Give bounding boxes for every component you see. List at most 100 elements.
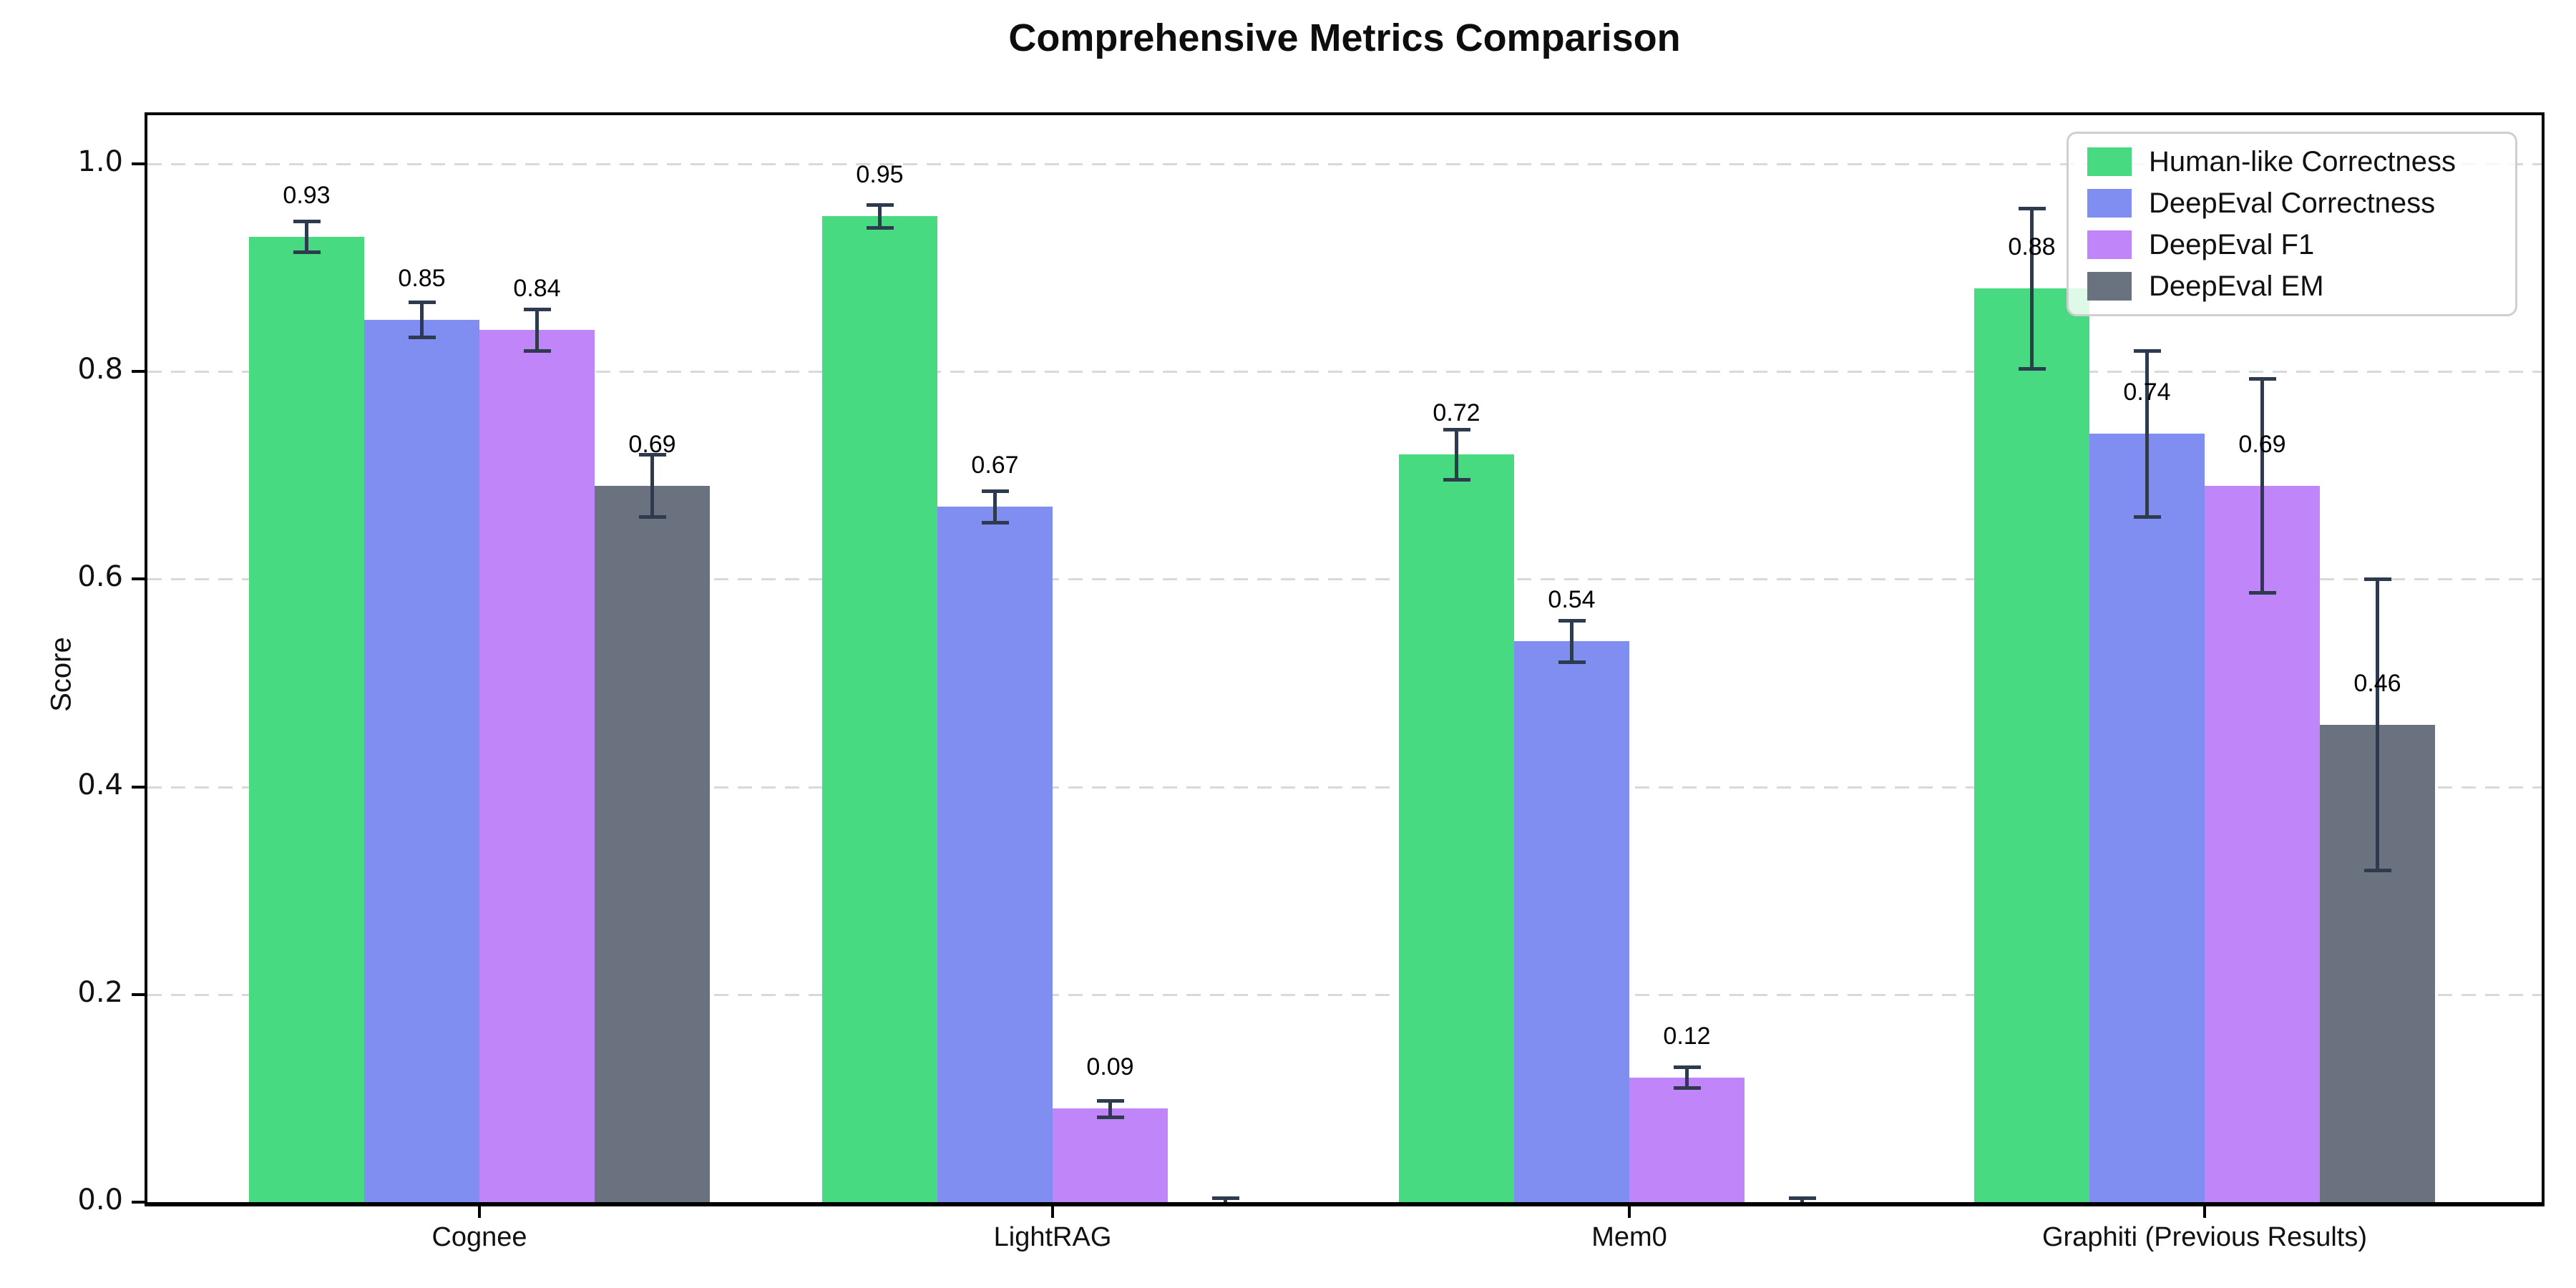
error-bar-cap-bottom <box>638 515 666 519</box>
gridline <box>147 163 2542 165</box>
bar-value-label: 0.95 <box>856 160 904 188</box>
bar <box>822 215 937 1202</box>
error-bar-cap-top <box>638 453 666 457</box>
x-tick-mark <box>2203 1206 2206 1218</box>
error-bar-line <box>2376 579 2379 870</box>
chart-title: Comprehensive Metrics Comparison <box>1008 16 1681 59</box>
plot-area <box>145 112 2545 1206</box>
bar <box>595 485 710 1202</box>
error-bar-cap-bottom <box>293 250 321 255</box>
error-bar-cap-bottom <box>2133 515 2161 519</box>
error-bar-cap-top <box>523 308 551 312</box>
bar-value-label: 0.67 <box>971 451 1019 479</box>
x-tick-mark <box>1628 1206 1631 1218</box>
error-bar-line <box>2260 379 2264 593</box>
legend-label: DeepEval EM <box>2149 270 2324 302</box>
bar-value-label: 0.72 <box>1433 399 1480 427</box>
bar <box>249 236 364 1202</box>
y-axis-label: Score <box>45 637 77 712</box>
gridline <box>147 993 2542 996</box>
error-bar-cap-top <box>1211 1196 1239 1201</box>
gridline <box>147 786 2542 789</box>
error-bar-cap-top <box>293 219 321 223</box>
y-tick-label: 0.4 <box>77 768 123 801</box>
legend-item: Human-like Correctness <box>2087 145 2497 179</box>
error-bar-cap-bottom <box>981 520 1009 525</box>
bar-value-label: 0.88 <box>2008 233 2056 261</box>
bar-value-label: 0.46 <box>2353 669 2401 697</box>
error-bar-line <box>2145 351 2149 517</box>
legend-item: DeepEval Correctness <box>2087 186 2497 220</box>
error-bar-cap-top <box>408 300 436 304</box>
bar-value-label: 0.54 <box>1548 586 1596 614</box>
bar <box>1399 454 1514 1202</box>
error-bar-cap-bottom <box>1673 1086 1701 1091</box>
error-bar-line <box>535 309 539 351</box>
error-bar-line <box>1685 1067 1689 1088</box>
bar <box>1974 288 2089 1202</box>
y-tick-label: 0.6 <box>77 560 123 594</box>
bar <box>1514 641 1629 1202</box>
error-bar-line <box>1455 429 1458 480</box>
y-tick-mark <box>132 785 145 789</box>
error-bar-line <box>1570 620 1574 663</box>
legend-item: DeepEval EM <box>2087 269 2497 303</box>
legend-item: DeepEval F1 <box>2087 228 2497 262</box>
error-bar-cap-bottom <box>1096 1116 1124 1120</box>
x-tick-label: Cognee <box>431 1222 527 1252</box>
legend-swatch <box>2087 230 2132 259</box>
y-tick-mark <box>132 992 145 996</box>
error-bar-cap-bottom <box>866 225 894 230</box>
x-tick-label: Graphiti (Previous Results) <box>2041 1222 2368 1252</box>
x-tick-mark <box>478 1206 481 1218</box>
legend-label: Human-like Correctness <box>2149 145 2457 177</box>
error-bar-cap-bottom <box>2363 868 2391 872</box>
error-bar-cap-bottom <box>1443 478 1470 482</box>
y-tick-label: 0.2 <box>77 975 123 1009</box>
bar-value-label: 0.69 <box>628 430 676 458</box>
bar-value-label: 0.69 <box>2238 430 2286 458</box>
legend-items: Human-like Correctness DeepEval Correctne… <box>2087 145 2497 303</box>
bar-value-label: 0.93 <box>283 181 331 209</box>
bar <box>937 506 1053 1202</box>
error-bar-cap-top <box>1788 1196 1816 1201</box>
gridline <box>147 371 2542 374</box>
y-tick-mark <box>132 370 145 374</box>
x-tick-label: LightRAG <box>993 1222 1112 1252</box>
y-tick-label: 1.0 <box>77 145 123 178</box>
bar-value-label: 0.74 <box>2123 379 2171 406</box>
error-bar-cap-top <box>1443 428 1470 432</box>
bar <box>1053 1108 1168 1202</box>
gridline <box>147 578 2542 581</box>
legend-swatch <box>2087 189 2132 218</box>
error-bar-cap-bottom <box>2248 591 2276 595</box>
error-bar-line <box>993 491 997 522</box>
y-tick-mark <box>132 1201 145 1204</box>
error-bar-cap-bottom <box>2018 366 2046 371</box>
legend-label: DeepEval F1 <box>2149 228 2315 260</box>
error-bar-line <box>1108 1100 1112 1117</box>
legend-label: DeepEval Correctness <box>2149 187 2436 219</box>
error-bar-cap-top <box>1673 1065 1701 1070</box>
error-bar-cap-bottom <box>408 336 436 340</box>
bar-value-label: 0.85 <box>398 264 446 292</box>
bar-value-label: 0.09 <box>1086 1053 1134 1081</box>
error-bar-cap-top <box>1096 1098 1124 1103</box>
y-tick-mark <box>132 162 145 165</box>
error-bar-line <box>650 454 654 517</box>
legend: Human-like Correctness DeepEval Correctne… <box>2067 132 2517 316</box>
error-bar-cap-top <box>1558 619 1586 623</box>
bar <box>364 319 479 1202</box>
error-bar-line <box>420 301 424 338</box>
bar <box>2205 485 2320 1202</box>
bar <box>479 330 595 1202</box>
y-tick-mark <box>132 577 145 581</box>
error-bar-cap-top <box>2018 207 2046 211</box>
bar-value-label: 0.12 <box>1663 1022 1711 1050</box>
y-tick-label: 0.0 <box>77 1184 123 1216</box>
error-bar-cap-top <box>981 489 1009 494</box>
bar <box>1629 1077 1745 1202</box>
x-tick-label: Mem0 <box>1591 1222 1667 1252</box>
error-bar-line <box>305 220 308 253</box>
